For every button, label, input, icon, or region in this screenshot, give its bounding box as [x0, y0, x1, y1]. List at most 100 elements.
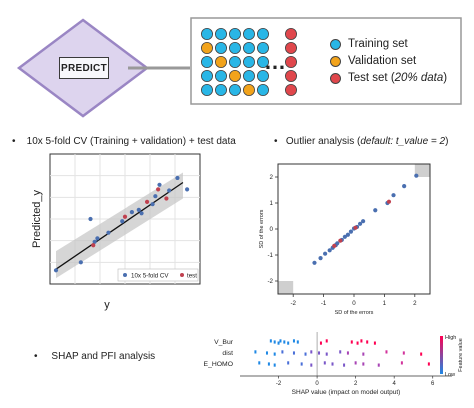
- data-dot: [200, 27, 213, 40]
- validation-dot-icon: [330, 55, 341, 67]
- bullet-marker: •: [34, 351, 38, 362]
- x-axis-label: SHAP value (impact on model output): [292, 389, 401, 396]
- data-point: [129, 210, 134, 215]
- shap-point: [273, 352, 276, 356]
- bullet-outlier: • Outlier analysis (default: t_value = 2…: [274, 136, 448, 147]
- test-dot: [284, 70, 297, 83]
- data-dot: [228, 42, 241, 55]
- data-point: [335, 241, 340, 246]
- x-tick-label: -2: [276, 381, 282, 387]
- data-point: [175, 175, 180, 181]
- shap-point: [373, 341, 376, 345]
- data-point: [53, 268, 59, 273]
- shap-point: [267, 362, 270, 366]
- x-axis-label: y: [104, 299, 110, 311]
- data-point: [95, 236, 100, 241]
- shap-point: [350, 340, 353, 344]
- x-tick-label: -2: [290, 300, 296, 307]
- data-point: [414, 173, 419, 178]
- cv-parity-chart: 10x 5-fold CV test Predicted_yy: [31, 153, 201, 311]
- data-point: [150, 202, 155, 207]
- outlier-region: [414, 164, 430, 177]
- shap-point: [281, 350, 284, 354]
- data-dot: [256, 56, 269, 69]
- data-dot: [242, 42, 255, 55]
- shap-point: [362, 352, 365, 356]
- data-point: [345, 232, 351, 237]
- shap-point: [427, 362, 430, 366]
- data-point: [91, 243, 96, 248]
- shap-point: [325, 352, 328, 356]
- colorbar-label: Feature value: [458, 338, 464, 372]
- data-point: [78, 260, 83, 265]
- x-tick-label: 0: [315, 381, 319, 387]
- x-tick-label: 2: [413, 300, 417, 307]
- data-point: [327, 248, 332, 253]
- x-axis-label: SD of the errors: [335, 310, 374, 316]
- shap-point: [331, 362, 334, 366]
- data-dot: [228, 84, 241, 97]
- predict-label: PREDICT: [61, 62, 107, 74]
- data-point: [391, 193, 396, 198]
- legend-marker: [180, 273, 184, 277]
- data-point: [139, 211, 144, 216]
- data-dot: [214, 42, 227, 55]
- shap-point: [354, 361, 357, 365]
- data-point: [348, 229, 354, 234]
- data-point: [373, 208, 378, 213]
- x-tick-label: 0: [352, 300, 356, 307]
- data-point: [167, 188, 172, 193]
- x-tick-label: 6: [431, 381, 435, 387]
- shap-point: [292, 351, 295, 355]
- data-point: [342, 234, 347, 239]
- shap-point: [356, 341, 359, 345]
- data-dot: [214, 27, 227, 40]
- shap-point: [360, 339, 363, 343]
- workflow-diagram: [16, 17, 462, 118]
- predict-label-box: PREDICT: [59, 57, 109, 79]
- data-dot: [242, 56, 255, 69]
- fit-line: [55, 181, 184, 270]
- data-dot: [214, 70, 227, 83]
- shap-point: [318, 351, 321, 355]
- data-dot: [200, 56, 213, 69]
- y-tick-label: 2: [270, 174, 274, 181]
- colorbar-high-label: High: [445, 335, 456, 341]
- chart-legend: [117, 268, 199, 282]
- shap-point: [287, 341, 290, 345]
- shap-point: [319, 341, 322, 345]
- shap-point: [343, 363, 346, 367]
- shap-point: [385, 350, 388, 354]
- legend-label: 10x 5-fold CV: [131, 273, 169, 280]
- test-dot: [284, 56, 297, 69]
- legend-marker: [123, 273, 127, 277]
- data-dot: [242, 27, 255, 40]
- y-tick-label: 1: [270, 200, 274, 207]
- shap-point: [254, 350, 257, 354]
- data-dot: [228, 56, 241, 69]
- shap-point: [292, 339, 295, 343]
- data-dot: [200, 84, 213, 97]
- test-dot: [284, 27, 297, 40]
- shap-point: [296, 340, 299, 344]
- data-point: [386, 199, 392, 204]
- data-point: [318, 256, 323, 261]
- shap-point: [325, 339, 328, 343]
- shap-point: [310, 363, 313, 367]
- data-point: [153, 194, 158, 199]
- data-dot: [256, 42, 269, 55]
- y-tick-label: -1: [267, 252, 273, 259]
- shap-point: [283, 340, 286, 344]
- shap-summary-chart: -2 0 2 4 6 SHAP value (impact on model output…: [204, 332, 464, 396]
- x-tick-label: 1: [383, 300, 387, 307]
- data-dot: [228, 70, 241, 83]
- legend-training: Training set: [330, 38, 408, 50]
- data-point: [185, 187, 190, 192]
- ellipsis: …: [264, 49, 286, 74]
- shap-point: [273, 340, 276, 344]
- training-dot-icon: [330, 38, 341, 50]
- data-point: [122, 214, 128, 219]
- bullet-outlier-text: Outlier analysis (default: t_value = 2): [285, 136, 449, 147]
- shap-point: [377, 363, 380, 367]
- colorbar-low-label: Low: [445, 372, 455, 378]
